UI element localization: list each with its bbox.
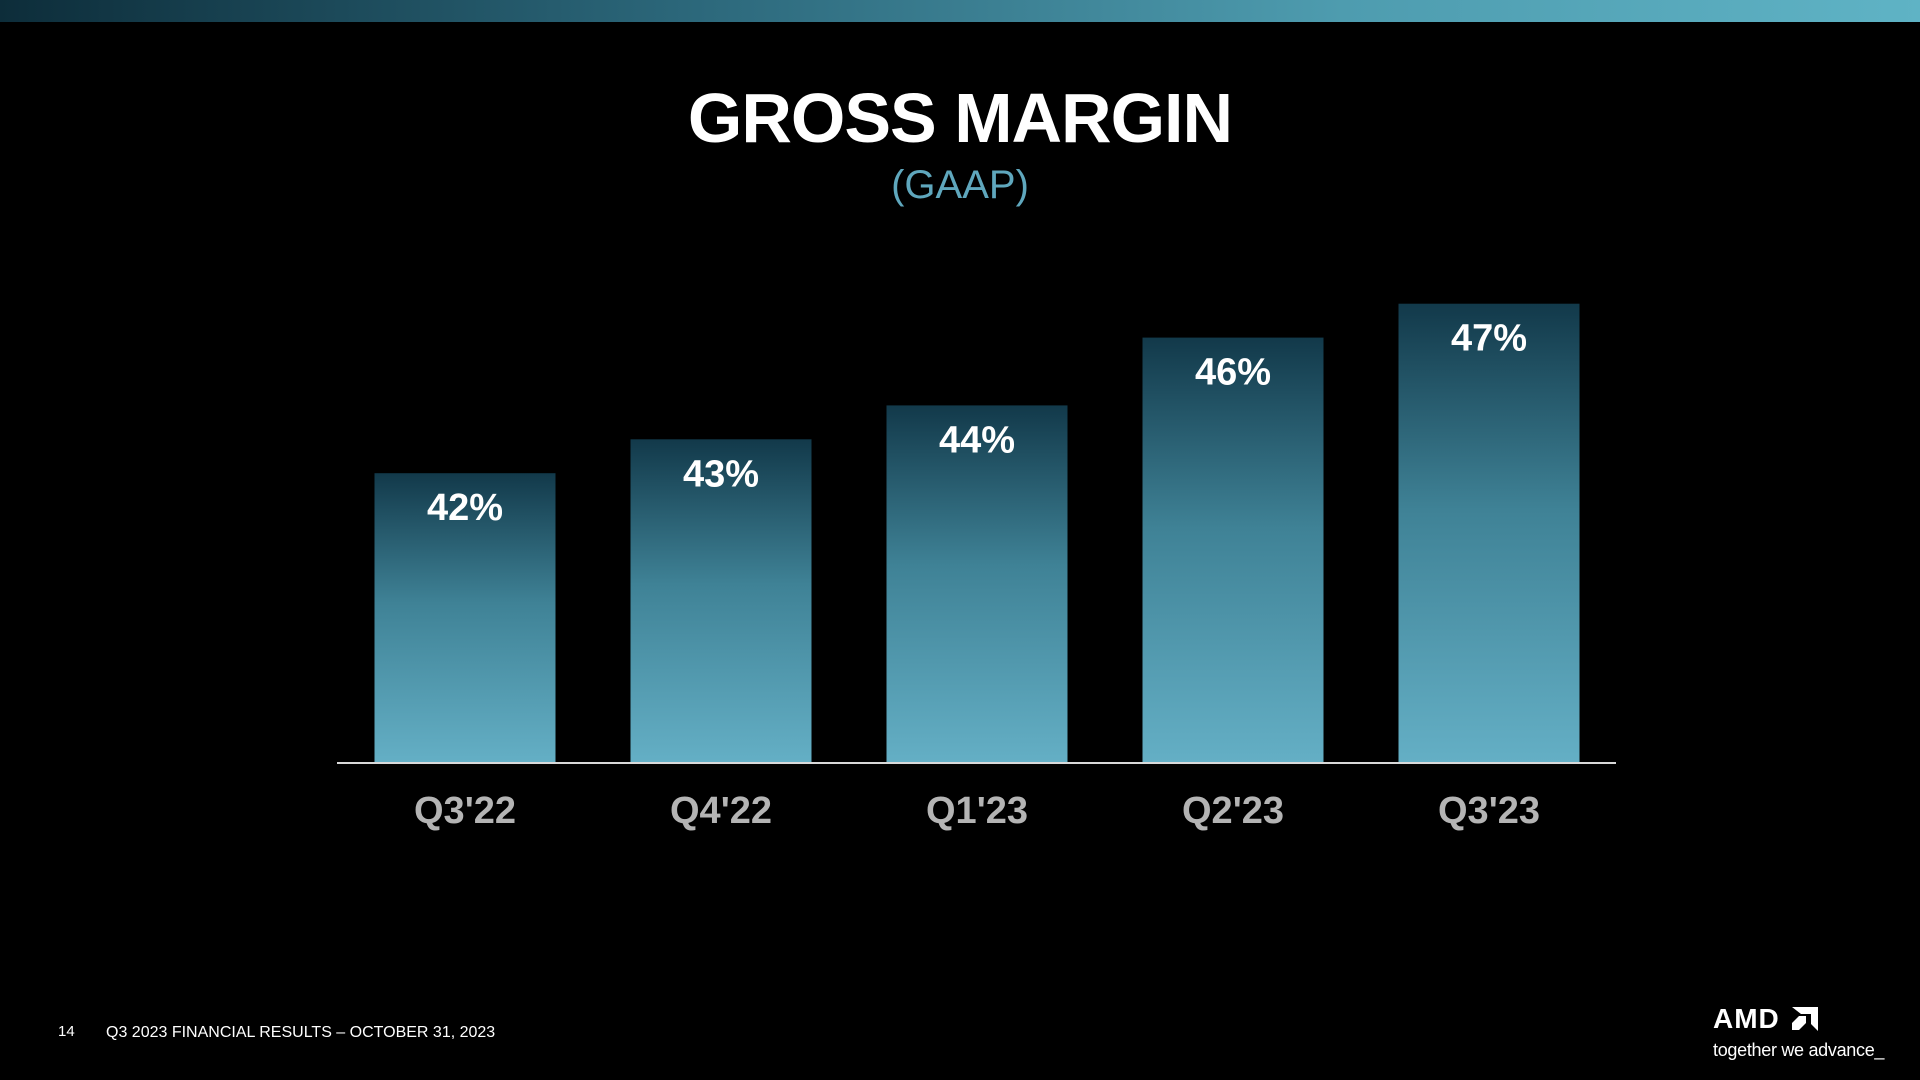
top-accent-bar: [0, 0, 1920, 22]
x-axis-category-label: Q3'22: [414, 790, 516, 832]
bar-value-label: 44%: [939, 419, 1015, 461]
amd-logo: AMD together we advance_: [1713, 1003, 1903, 1067]
bar-value-label: 46%: [1195, 352, 1271, 394]
amd-arrow-icon: [1792, 1007, 1818, 1031]
amd-tagline: together we advance_: [1713, 1040, 1885, 1060]
bar-value-label: 42%: [427, 487, 503, 529]
bar-value-label: 47%: [1451, 318, 1527, 360]
bar-Q3'22: [374, 473, 556, 762]
x-axis-category-label: Q1'23: [926, 790, 1028, 832]
footer-caption: Q3 2023 FINANCIAL RESULTS – OCTOBER 31, …: [106, 1024, 496, 1041]
slide-title: GROSS MARGIN: [687, 79, 1233, 157]
slide-subtitle: (GAAP): [891, 163, 1029, 207]
amd-wordmark: AMD: [1713, 1003, 1780, 1034]
bar-Q1'23: [886, 405, 1068, 762]
bars-group: [374, 303, 1580, 762]
bar-Q3'23: [1398, 303, 1580, 762]
bar-Q2'23: [1142, 337, 1324, 762]
bar-value-label: 43%: [683, 453, 759, 495]
x-axis-category-label: Q3'23: [1438, 790, 1540, 832]
x-axis-category-label: Q4'22: [670, 790, 772, 832]
page-number: 14: [58, 1023, 75, 1040]
bar-Q4'22: [630, 439, 812, 762]
labels-group: 42% Q3'22 43% Q4'22 44% Q1'23 46% Q2'23 47% Q3'23: [414, 318, 1540, 832]
x-axis-category-label: Q2'23: [1182, 790, 1284, 832]
